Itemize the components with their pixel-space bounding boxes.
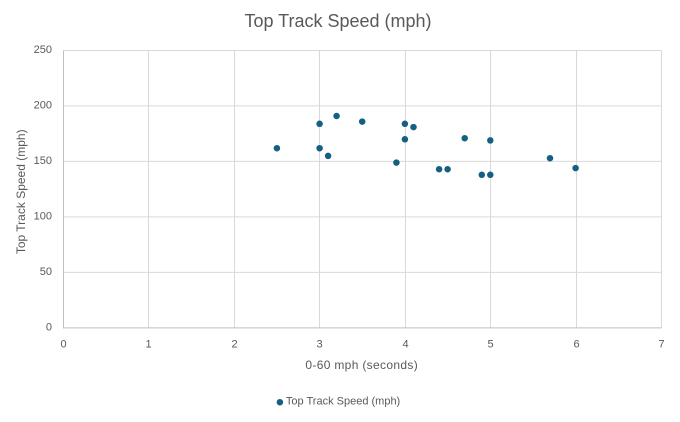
svg-text:Top Track Speed (mph): Top Track Speed (mph) <box>286 396 400 408</box>
svg-text:7: 7 <box>658 339 664 351</box>
svg-text:5: 5 <box>487 339 493 351</box>
svg-text:0: 0 <box>60 339 66 351</box>
svg-text:0: 0 <box>46 321 52 333</box>
svg-text:3: 3 <box>316 339 322 351</box>
svg-text:50: 50 <box>40 266 52 278</box>
svg-text:0-60 mph (seconds): 0-60 mph (seconds) <box>305 358 418 372</box>
svg-text:200: 200 <box>34 100 52 112</box>
svg-text:4: 4 <box>402 339 408 351</box>
svg-text:100: 100 <box>34 210 52 222</box>
svg-text:6: 6 <box>573 339 579 351</box>
svg-text:250: 250 <box>34 44 52 56</box>
svg-text:Top Track Speed (mph): Top Track Speed (mph) <box>244 11 431 31</box>
svg-text:2: 2 <box>231 339 237 351</box>
svg-text:150: 150 <box>34 155 52 167</box>
svg-text:Top Track Speed (mph): Top Track Speed (mph) <box>14 129 28 254</box>
svg-text:1: 1 <box>145 339 151 351</box>
